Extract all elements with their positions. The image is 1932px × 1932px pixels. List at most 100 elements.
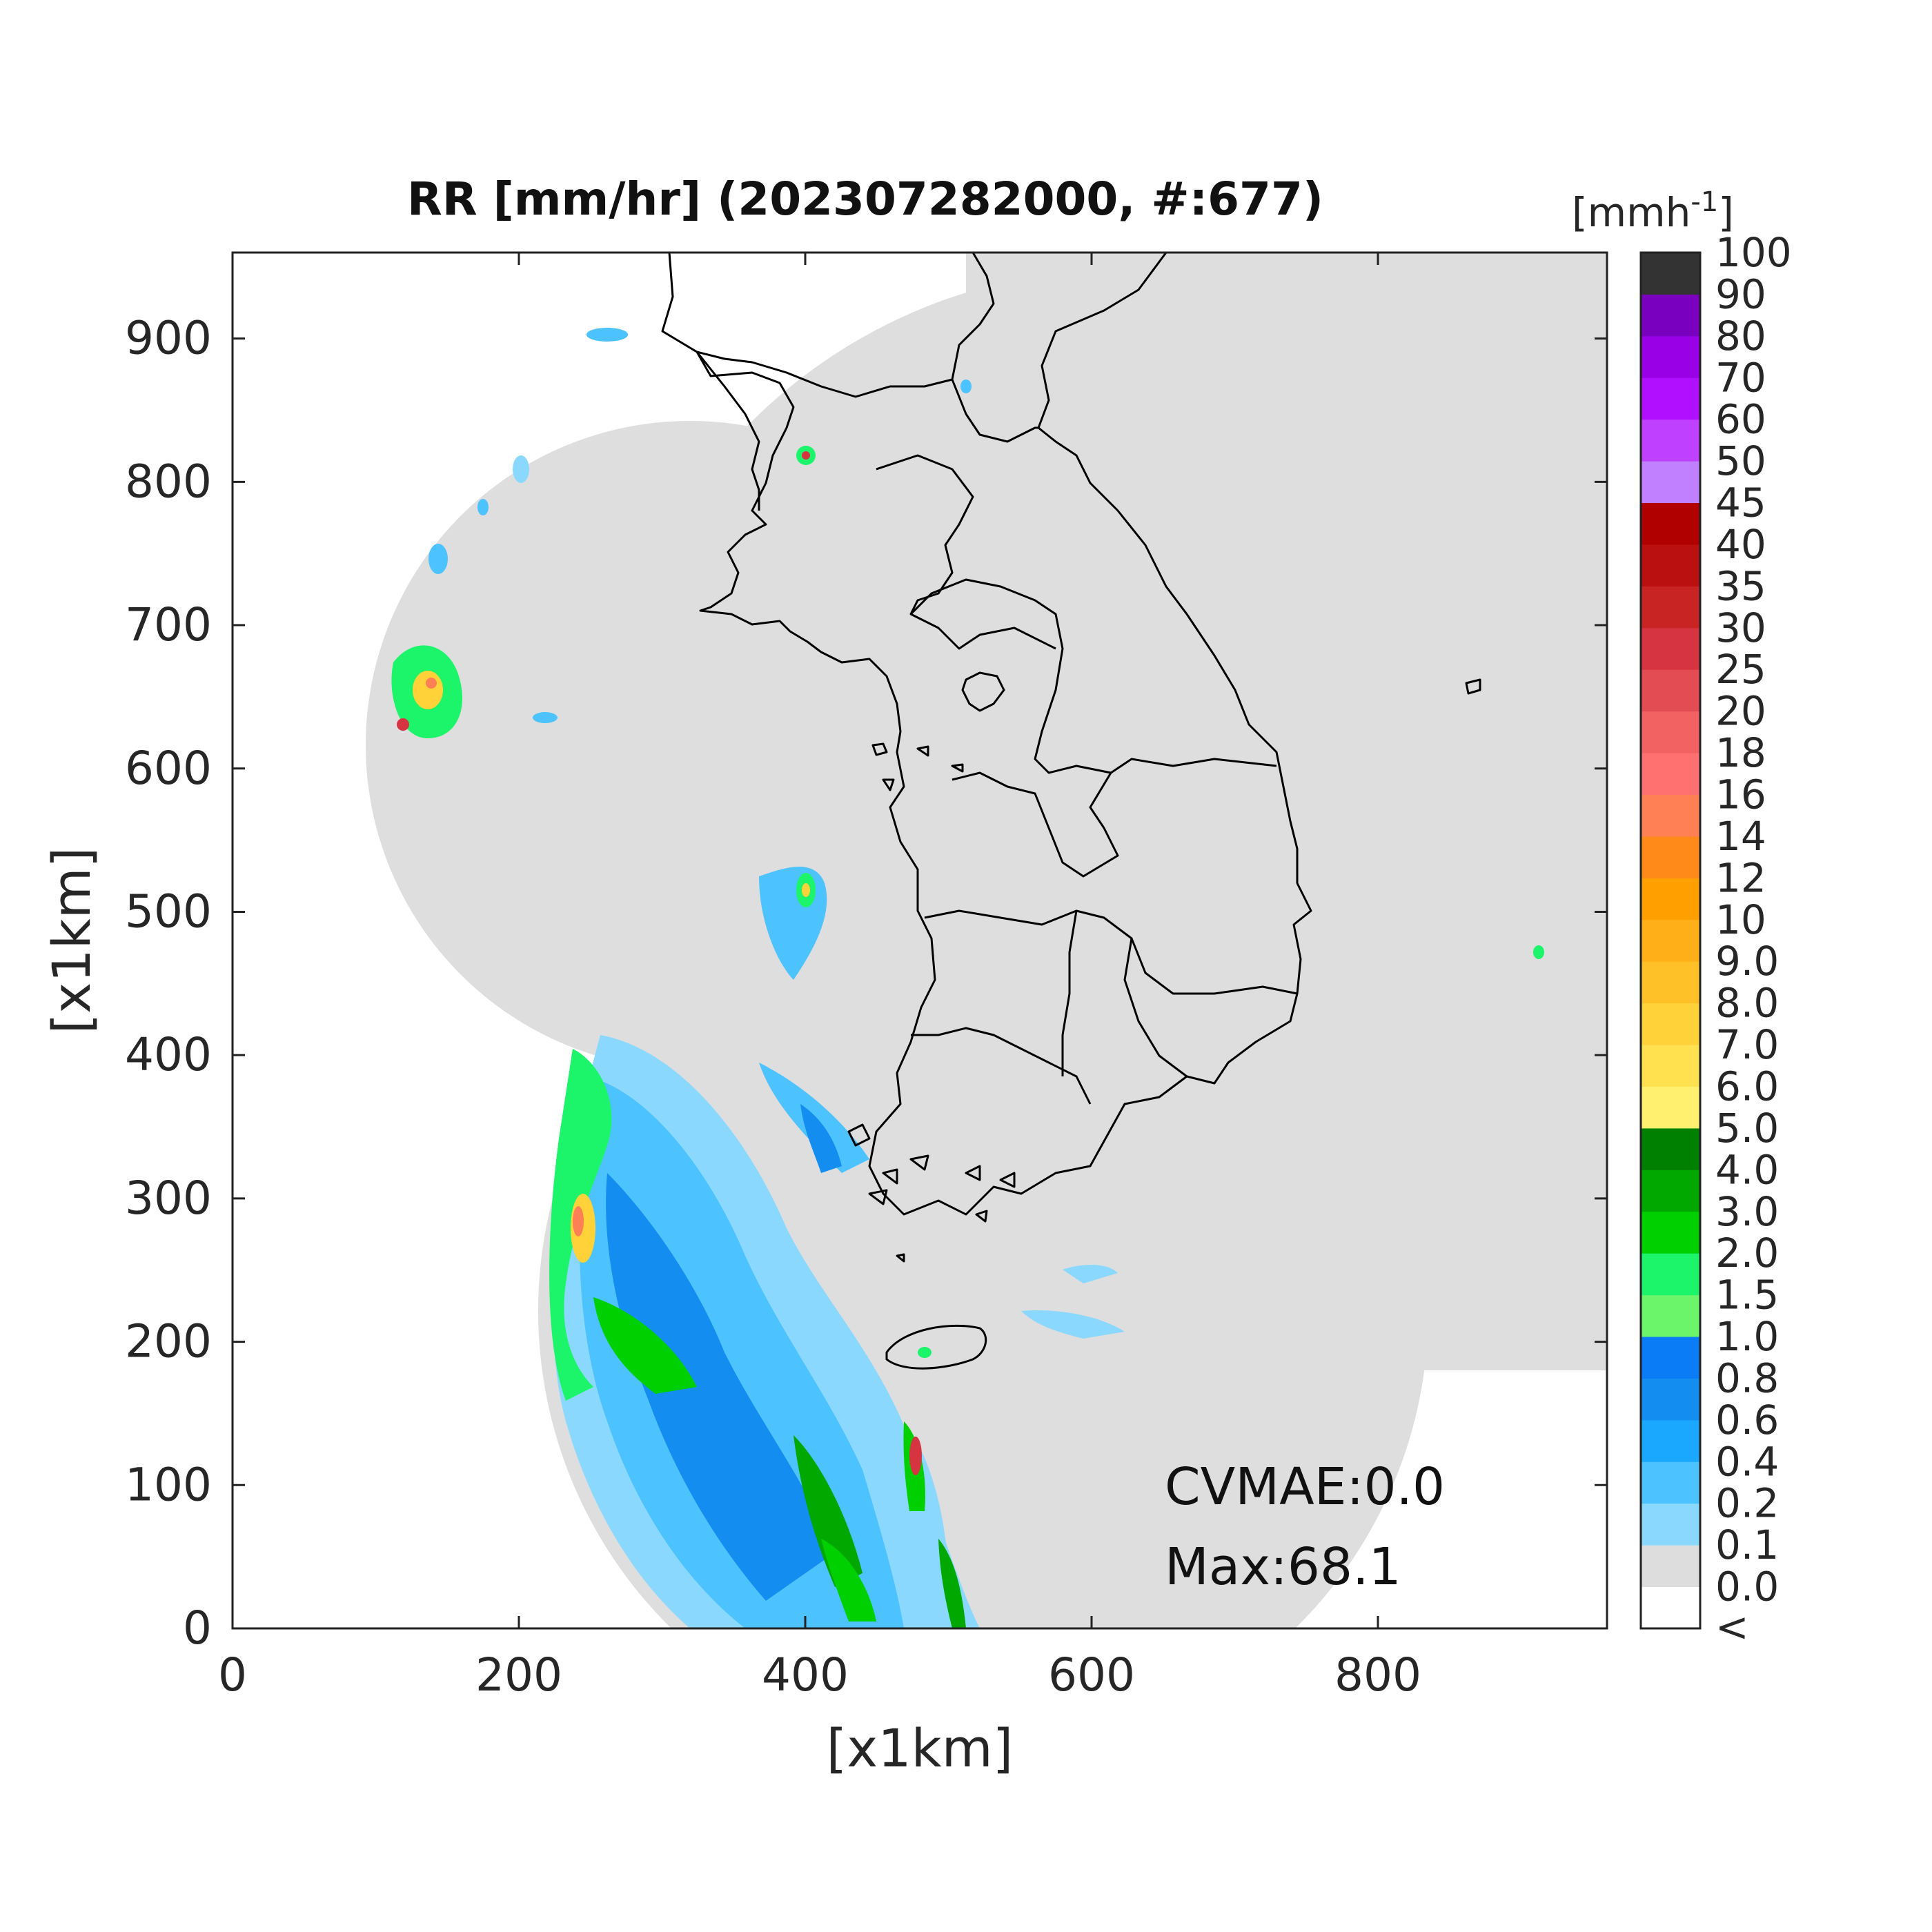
border-province-4 [924, 909, 1298, 995]
echo-nw-small-2 [586, 328, 628, 342]
colorbar-label: 50 [1715, 437, 1766, 484]
echo-nw-small-3 [533, 712, 558, 723]
colorbar-label: 18 [1715, 729, 1766, 776]
colorbar-unit: [mmh-1] [1572, 186, 1734, 236]
colorbar-label: 6.0 [1715, 1063, 1779, 1110]
colorbar-swatch [1641, 1337, 1700, 1379]
colorbar-swatch [1641, 335, 1700, 378]
radar-map [366, 253, 1607, 1628]
colorbar-swatch [1641, 1378, 1700, 1421]
border-province-1 [876, 454, 1056, 650]
colorbar-swatch [1641, 502, 1700, 545]
colorbar-swatch [1641, 1461, 1700, 1504]
border-ns-west [696, 253, 995, 398]
echo-heavy-4 [821, 1539, 876, 1621]
echo-east [1533, 945, 1544, 959]
cvmae-annotation: CVMAE:0.0 [1165, 1457, 1445, 1517]
jeju-outline [885, 1324, 987, 1370]
colorbar-swatch [1641, 961, 1700, 1004]
colorbar-swatch [1641, 1170, 1700, 1212]
colorbar-label: 25 [1715, 646, 1766, 693]
colorbar-swatch [1641, 294, 1700, 337]
colorbar-label: 7.0 [1715, 1021, 1779, 1068]
colorbar-label: 60 [1715, 396, 1766, 443]
colorbar-swatch [1641, 627, 1700, 670]
y-tick-label: 400 [125, 1028, 212, 1081]
border-province-5 [911, 1027, 1092, 1105]
colorbar-label: 16 [1715, 771, 1766, 818]
colorbar-label: 20 [1715, 688, 1766, 735]
max-annotation: Max:68.1 [1165, 1537, 1401, 1597]
y-axis-ticks: 0 100 200 300 400 500 600 700 800 900 [125, 312, 1607, 1655]
colorbar-label: 3.0 [1715, 1188, 1779, 1235]
colorbar-label: 0.2 [1715, 1480, 1779, 1527]
colorbar-swatch [1641, 753, 1700, 796]
colorbar-swatch [1641, 1419, 1700, 1462]
x-tick-label: 400 [762, 1648, 849, 1702]
west-korea-bay [696, 351, 760, 511]
y-tick-label: 0 [183, 1601, 212, 1655]
colorbar-label: 90 [1715, 270, 1766, 317]
y-axis-label: [x1km] [41, 847, 102, 1034]
colorbar-label: 0.6 [1715, 1397, 1779, 1443]
x-axis-ticks: 0 200 400 600 800 [218, 253, 1421, 1702]
y-tick-label: 900 [125, 312, 212, 365]
west-islands [871, 742, 964, 791]
echo-sw-coast-2 [800, 1104, 842, 1173]
x-tick-label: 200 [475, 1648, 562, 1702]
colorbar-swatch [1641, 1294, 1700, 1337]
colorbar-label: 1.0 [1715, 1313, 1779, 1360]
colorbar-label: 0.4 [1715, 1438, 1779, 1485]
x-tick-label: 600 [1048, 1648, 1135, 1702]
colorbar-label: 40 [1715, 521, 1766, 568]
colorbar: <0.00.10.20.40.60.81.01.52.03.04.05.06.0… [1639, 229, 1792, 1650]
colorbar-swatch [1641, 1127, 1700, 1170]
colorbar-label: 2.0 [1715, 1230, 1779, 1276]
colorbar-swatch [1641, 878, 1700, 920]
colorbar-swatch [1641, 919, 1700, 962]
echo-moderate-2 [606, 1173, 835, 1601]
echo-heavy [549, 1049, 612, 1401]
echo-nw-core [413, 671, 443, 709]
y-tick-label: 700 [125, 598, 212, 651]
colorbar-swatch [1641, 794, 1700, 837]
seoul-outline [961, 671, 1005, 712]
echo-nw-core-2 [397, 718, 409, 731]
ulleung-outline [1465, 678, 1481, 695]
y-tick-label: 600 [125, 742, 212, 795]
colorbar-swatch [1641, 836, 1700, 878]
colorbar-label: 0.8 [1715, 1354, 1779, 1401]
colorbar-swatch [1641, 461, 1700, 504]
colorbar-label: 4.0 [1715, 1146, 1779, 1193]
colorbar-label: 8.0 [1715, 980, 1779, 1027]
x-tick-label: 0 [218, 1648, 247, 1702]
colorbar-label: 70 [1715, 354, 1766, 401]
colorbar-label: 80 [1715, 313, 1766, 359]
echo-south-sea-2 [1063, 1265, 1118, 1283]
border-province-2 [909, 578, 1277, 774]
colorbar-swatch [1641, 544, 1700, 586]
chart-title: RR [mm/hr] (202307282000, #:677) [407, 172, 1324, 226]
colorbar-label: < [1715, 1604, 1749, 1650]
colorbar-swatch [1641, 1253, 1700, 1296]
x-tick-label: 800 [1334, 1648, 1421, 1702]
echo-north-core [802, 451, 810, 460]
colorbar-label: 100 [1715, 229, 1792, 276]
x-axis-label: [x1km] [827, 1717, 1014, 1779]
plot-frame [231, 251, 1608, 1630]
echo-heavy-2 [593, 1297, 697, 1394]
colorbar-swatch [1641, 1045, 1700, 1087]
echo-jeju [918, 1347, 931, 1358]
echo-nw-small [428, 544, 448, 574]
colorbar-label: 12 [1715, 854, 1766, 901]
echo-westcoast-core-2 [802, 883, 810, 897]
border-province-7 [1123, 938, 1187, 1078]
border-province-3 [952, 771, 1119, 878]
y-tick-label: 500 [125, 885, 212, 938]
colorbar-swatch [1641, 1545, 1700, 1588]
echo-core-2 [573, 1206, 584, 1236]
radar-coverage [366, 253, 1607, 1628]
echo-nw-small-6 [960, 379, 972, 393]
colorbar-label: 35 [1715, 562, 1766, 609]
